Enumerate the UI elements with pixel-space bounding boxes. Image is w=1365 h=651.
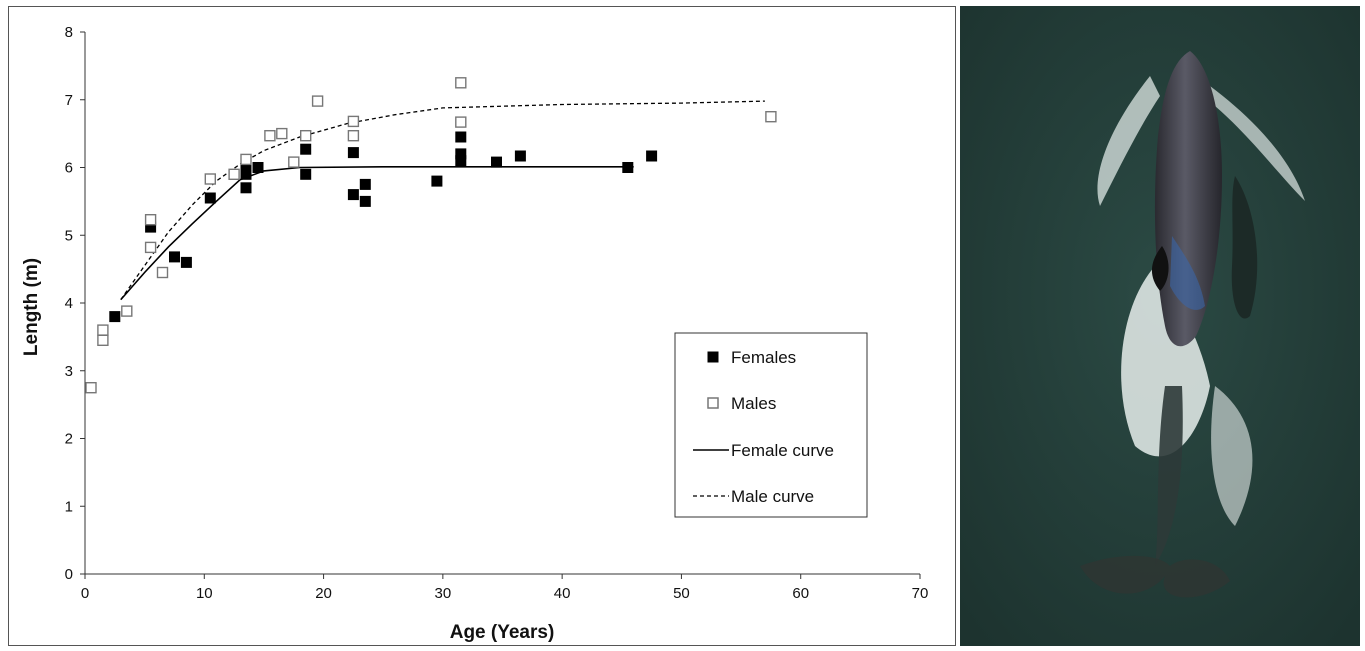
male-data-point bbox=[97, 324, 109, 336]
y-axis-title: Length (m) bbox=[21, 258, 42, 356]
y-tick-label: 0 bbox=[65, 566, 73, 583]
y-tick-label: 6 bbox=[65, 160, 73, 177]
female-data-point bbox=[347, 189, 359, 201]
male-data-point bbox=[455, 77, 467, 89]
female-data-point bbox=[300, 143, 312, 155]
y-tick-label: 4 bbox=[65, 295, 73, 312]
legend-label-female-curve: Female curve bbox=[731, 441, 834, 460]
female-curve-line bbox=[120, 166, 634, 301]
female-data-point bbox=[169, 251, 180, 263]
x-tick-label: 10 bbox=[196, 585, 213, 602]
killer-whale-photo bbox=[960, 6, 1360, 646]
male-data-point bbox=[765, 110, 777, 123]
male-data-point bbox=[204, 173, 217, 185]
x-tick-label: 30 bbox=[435, 585, 452, 602]
male-data-point bbox=[144, 241, 157, 254]
killer-whale-aerial-photo-icon bbox=[960, 6, 1360, 646]
female-data-point bbox=[359, 178, 371, 190]
male-data-point bbox=[276, 127, 288, 140]
female-data-point bbox=[455, 155, 467, 167]
legend-label-females: Females bbox=[731, 348, 796, 367]
male-data-point bbox=[300, 129, 312, 142]
male-data-point bbox=[311, 95, 324, 107]
legend-box bbox=[674, 332, 868, 518]
legend-label-males: Males bbox=[731, 394, 776, 413]
legend-label-male-curve: Male curve bbox=[731, 487, 814, 506]
female-data-point bbox=[622, 162, 634, 173]
female-data-point bbox=[646, 150, 658, 162]
female-data-point bbox=[300, 168, 312, 180]
female-data-point bbox=[359, 195, 371, 207]
female-data-point bbox=[240, 182, 252, 194]
male-data-point bbox=[121, 305, 133, 317]
data-points bbox=[85, 77, 777, 394]
female-data-point bbox=[431, 175, 443, 187]
growth-chart-panel: 0 1 2 3 4 5 6 7 8 0 10 20 30 40 50 60 70 Length (m) Age … bbox=[8, 6, 956, 646]
male-data-point bbox=[228, 168, 240, 181]
male-data-point bbox=[85, 382, 97, 394]
female-data-point bbox=[180, 256, 192, 268]
axes: 0 1 2 3 4 5 6 7 8 0 10 20 30 40 50 60 70 bbox=[65, 24, 929, 602]
y-tick-label: 8 bbox=[65, 24, 73, 41]
legend-female-marker bbox=[707, 351, 719, 363]
x-axis-title: Age (Years) bbox=[450, 622, 555, 643]
male-data-point bbox=[288, 156, 300, 168]
male-data-point bbox=[455, 116, 467, 128]
male-data-point bbox=[97, 334, 109, 346]
female-data-point bbox=[252, 162, 264, 173]
female-data-point bbox=[109, 311, 121, 323]
curves bbox=[120, 100, 765, 301]
male-data-point bbox=[144, 213, 157, 226]
x-tick-label: 70 bbox=[912, 585, 929, 602]
female-data-point bbox=[455, 131, 467, 143]
y-tick-label: 5 bbox=[65, 227, 73, 244]
female-data-point bbox=[491, 156, 502, 168]
x-tick-label: 20 bbox=[315, 585, 332, 602]
x-tick-label: 0 bbox=[81, 585, 89, 602]
y-tick-label: 2 bbox=[65, 431, 73, 448]
y-tick-label: 3 bbox=[65, 363, 73, 380]
male-data-point bbox=[264, 129, 276, 142]
male-data-point bbox=[347, 129, 360, 142]
male-data-point bbox=[156, 266, 169, 279]
female-data-point bbox=[347, 147, 359, 159]
x-tick-label: 60 bbox=[792, 585, 809, 602]
female-data-point bbox=[514, 150, 526, 162]
growth-chart: 0 1 2 3 4 5 6 7 8 0 10 20 30 40 50 60 70 Length (m) Age … bbox=[21, 24, 929, 643]
male-data-point bbox=[240, 153, 252, 166]
female-data-point bbox=[204, 192, 216, 204]
x-tick-label: 40 bbox=[554, 585, 571, 602]
x-tick-label: 50 bbox=[673, 585, 690, 602]
legend-male-marker bbox=[707, 397, 719, 409]
male-data-point bbox=[347, 115, 360, 128]
y-tick-label: 1 bbox=[65, 498, 73, 515]
legend: Females Males Female curve Male curve bbox=[674, 332, 868, 518]
y-tick-label: 7 bbox=[65, 92, 73, 109]
male-curve-line bbox=[120, 100, 765, 300]
